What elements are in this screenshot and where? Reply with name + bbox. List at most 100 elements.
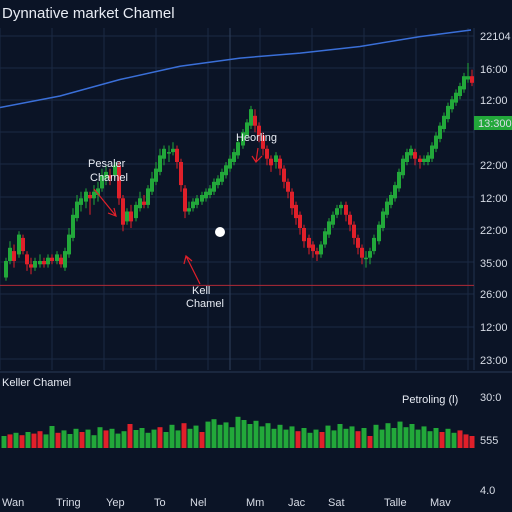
candle bbox=[195, 198, 199, 205]
candle bbox=[55, 254, 59, 261]
candle bbox=[401, 158, 405, 176]
candle bbox=[241, 132, 245, 146]
candle bbox=[360, 247, 364, 258]
candle bbox=[63, 251, 67, 268]
volume-bar bbox=[187, 428, 193, 448]
x-tick-label: Jac bbox=[288, 497, 306, 509]
candle bbox=[154, 168, 158, 182]
candle bbox=[245, 122, 249, 136]
candle bbox=[265, 148, 269, 159]
lower-y-tick-label: 555 bbox=[480, 435, 498, 447]
volume-bar bbox=[91, 435, 97, 448]
marker-dot bbox=[215, 227, 225, 237]
candle bbox=[466, 76, 470, 80]
volume-bar bbox=[331, 430, 337, 448]
candle bbox=[50, 257, 54, 261]
candle bbox=[298, 214, 302, 228]
volume-bar bbox=[115, 433, 121, 448]
volume-bar bbox=[133, 430, 139, 448]
lower-y-tick-label: 30:0 bbox=[480, 392, 501, 404]
volume-bar bbox=[145, 432, 151, 448]
candle bbox=[12, 251, 16, 261]
candle bbox=[212, 181, 216, 192]
candle bbox=[290, 191, 294, 209]
volume-bar bbox=[271, 428, 277, 448]
candle bbox=[364, 257, 368, 260]
volume-bar bbox=[367, 436, 373, 448]
candle bbox=[75, 201, 79, 219]
candle bbox=[397, 171, 401, 189]
candle bbox=[92, 191, 96, 199]
volume-bar bbox=[175, 430, 181, 448]
volume-bar bbox=[415, 429, 421, 448]
volume-bar bbox=[61, 430, 67, 448]
candle bbox=[282, 168, 286, 182]
volume-bar bbox=[181, 423, 187, 448]
candle bbox=[134, 204, 138, 219]
y-tick-label: 35:00 bbox=[480, 258, 508, 270]
volume-bar bbox=[403, 427, 409, 448]
candle bbox=[224, 165, 228, 176]
candle bbox=[42, 261, 46, 265]
candle bbox=[442, 115, 446, 129]
volume-bar bbox=[223, 422, 229, 448]
volume-bar bbox=[253, 420, 259, 448]
candle bbox=[88, 195, 92, 199]
volume-bar bbox=[205, 421, 211, 448]
candle bbox=[249, 109, 253, 126]
y-tick-label: 16:00 bbox=[480, 64, 508, 76]
candle bbox=[454, 92, 458, 103]
candle bbox=[344, 204, 348, 215]
candle bbox=[426, 155, 430, 162]
candle bbox=[129, 211, 133, 222]
volume-bar bbox=[337, 424, 343, 448]
candle bbox=[191, 201, 195, 209]
candle bbox=[331, 214, 335, 225]
y-tick-label: 12:00 bbox=[480, 193, 508, 205]
volume-bar bbox=[13, 432, 19, 448]
volume-bar bbox=[31, 433, 37, 448]
candle bbox=[138, 198, 142, 209]
volume-bars bbox=[1, 416, 475, 448]
trend-line bbox=[0, 29, 472, 109]
volume-bar bbox=[265, 423, 271, 448]
lower-y-tick-label: 4.0 bbox=[480, 485, 495, 497]
candle bbox=[418, 158, 422, 162]
volume-bar bbox=[19, 435, 25, 448]
volume-bar bbox=[43, 434, 49, 448]
y-tick-label: 12:00 bbox=[480, 322, 508, 334]
y-tick-label: 22:00 bbox=[480, 225, 508, 237]
candle bbox=[430, 145, 434, 159]
candle bbox=[175, 148, 179, 162]
volume-bar bbox=[97, 427, 103, 448]
candle bbox=[96, 188, 100, 195]
candle bbox=[208, 188, 212, 195]
volume-bar bbox=[469, 436, 475, 448]
annotation-label: Chamel bbox=[90, 172, 128, 184]
volume-bar bbox=[217, 424, 223, 448]
volume-bar bbox=[139, 428, 145, 448]
volume-bar bbox=[157, 427, 163, 448]
volume-bar bbox=[295, 431, 301, 448]
candle bbox=[216, 178, 220, 186]
y-tick-label: 22:00 bbox=[480, 160, 508, 172]
volume-bar bbox=[73, 428, 79, 448]
volume-bar bbox=[301, 428, 307, 448]
candle bbox=[4, 261, 8, 278]
candle bbox=[319, 244, 323, 255]
volume-bar bbox=[241, 420, 247, 448]
volume-bar bbox=[409, 424, 415, 448]
volume-bar bbox=[457, 430, 463, 448]
volume-bar bbox=[391, 428, 397, 448]
volume-bar bbox=[1, 436, 7, 448]
candle bbox=[183, 188, 187, 212]
candle bbox=[377, 224, 381, 242]
x-tick-label: Tring bbox=[56, 497, 81, 509]
chart-title: Dynnative market Chamel bbox=[2, 5, 175, 22]
volume-bar bbox=[151, 429, 157, 448]
candle bbox=[125, 211, 129, 222]
candle bbox=[257, 125, 261, 136]
y-tick-label: 22104 bbox=[480, 31, 511, 43]
candle bbox=[323, 231, 327, 245]
candle bbox=[108, 175, 112, 179]
